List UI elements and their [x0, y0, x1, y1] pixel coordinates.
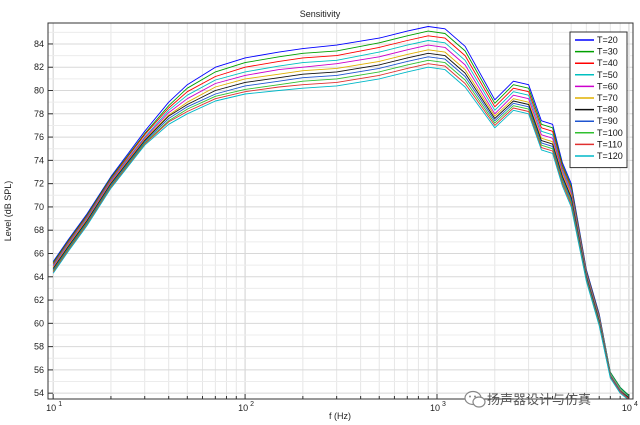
- legend-label: T=60: [597, 81, 618, 91]
- wechat-icon: [464, 390, 486, 408]
- legend-label: T=40: [597, 58, 618, 68]
- series-line-t-40: [52, 35, 630, 398]
- legend-entry: T=100: [575, 128, 623, 138]
- y-tick-label: 68: [34, 225, 44, 235]
- plot-frame: [47, 22, 634, 400]
- y-tick-label: 58: [34, 342, 44, 352]
- legend-entry: T=120: [575, 151, 623, 161]
- x-tick-label: 10 4: [622, 401, 638, 413]
- x-tick-label: 10 2: [238, 401, 254, 413]
- legend-label: T=110: [597, 139, 622, 149]
- legend-entry: T=40: [575, 58, 618, 68]
- y-tick-label: 80: [34, 86, 44, 96]
- x-tick-label: 10 1: [46, 401, 62, 413]
- y-tick-label: 76: [34, 132, 44, 142]
- x-tick-exp: 2: [250, 401, 254, 408]
- y-tick-label: 56: [34, 365, 44, 375]
- grid-lines: [48, 23, 633, 399]
- x-tick-base: 10: [46, 403, 56, 413]
- x-tick-exp: 3: [442, 401, 446, 408]
- y-tick-label: 66: [34, 248, 44, 258]
- y-tick-label: 54: [34, 388, 44, 398]
- y-tick-label: 82: [34, 62, 44, 72]
- series-line-t-90: [52, 56, 630, 399]
- legend: T=20T=30T=40T=50T=60T=70T=80T=90T=100T=1…: [569, 31, 628, 169]
- legend-entry: T=50: [575, 70, 618, 80]
- x-tick-base: 10: [622, 403, 632, 413]
- legend-label: T=100: [597, 128, 623, 138]
- legend-label: T=120: [597, 151, 623, 161]
- legend-entry: T=90: [575, 116, 618, 126]
- legend-label: T=80: [597, 105, 618, 115]
- legend-entry: T=60: [575, 81, 618, 91]
- series-lines: [52, 26, 630, 399]
- legend-entry: T=30: [575, 47, 618, 57]
- y-tick-label: 72: [34, 179, 44, 189]
- x-axis-title: f (Hz): [329, 411, 351, 421]
- legend-label: T=30: [597, 47, 618, 57]
- legend-entry: T=110: [575, 139, 622, 149]
- y-tick-label: 84: [34, 39, 44, 49]
- watermark-text: 扬声器设计与仿真: [487, 393, 591, 408]
- series-line-t-120: [52, 66, 629, 399]
- x-tick-exp: 4: [634, 401, 638, 408]
- y-tick-label: 64: [34, 272, 44, 282]
- x-tick-base: 10: [430, 403, 440, 413]
- series-line-t-100: [52, 59, 630, 399]
- legend-label: T=90: [597, 116, 618, 126]
- legend-entry: T=70: [575, 93, 618, 103]
- x-tick-label: 10 3: [430, 401, 446, 413]
- legend-label: T=50: [597, 70, 618, 80]
- watermark: 扬声器设计与仿真: [464, 390, 591, 408]
- chart-title: Sensitivity: [300, 9, 341, 19]
- y-tick-label: 74: [34, 155, 44, 165]
- legend-entry: T=80: [575, 105, 618, 115]
- y-tick-label: 62: [34, 295, 44, 305]
- x-tick-exp: 1: [58, 401, 62, 408]
- legend-label: T=20: [597, 35, 618, 45]
- series-line-t-60: [52, 44, 630, 399]
- legend-entry: T=20: [575, 35, 618, 45]
- y-axis-title: Level (dB SPL): [3, 181, 13, 242]
- series-line-t-30: [52, 30, 630, 396]
- x-tick-base: 10: [238, 403, 248, 413]
- y-tick-label: 70: [34, 202, 44, 212]
- y-tick-label: 78: [34, 109, 44, 119]
- y-tick-label: 60: [34, 318, 44, 328]
- legend-label: T=70: [597, 93, 618, 103]
